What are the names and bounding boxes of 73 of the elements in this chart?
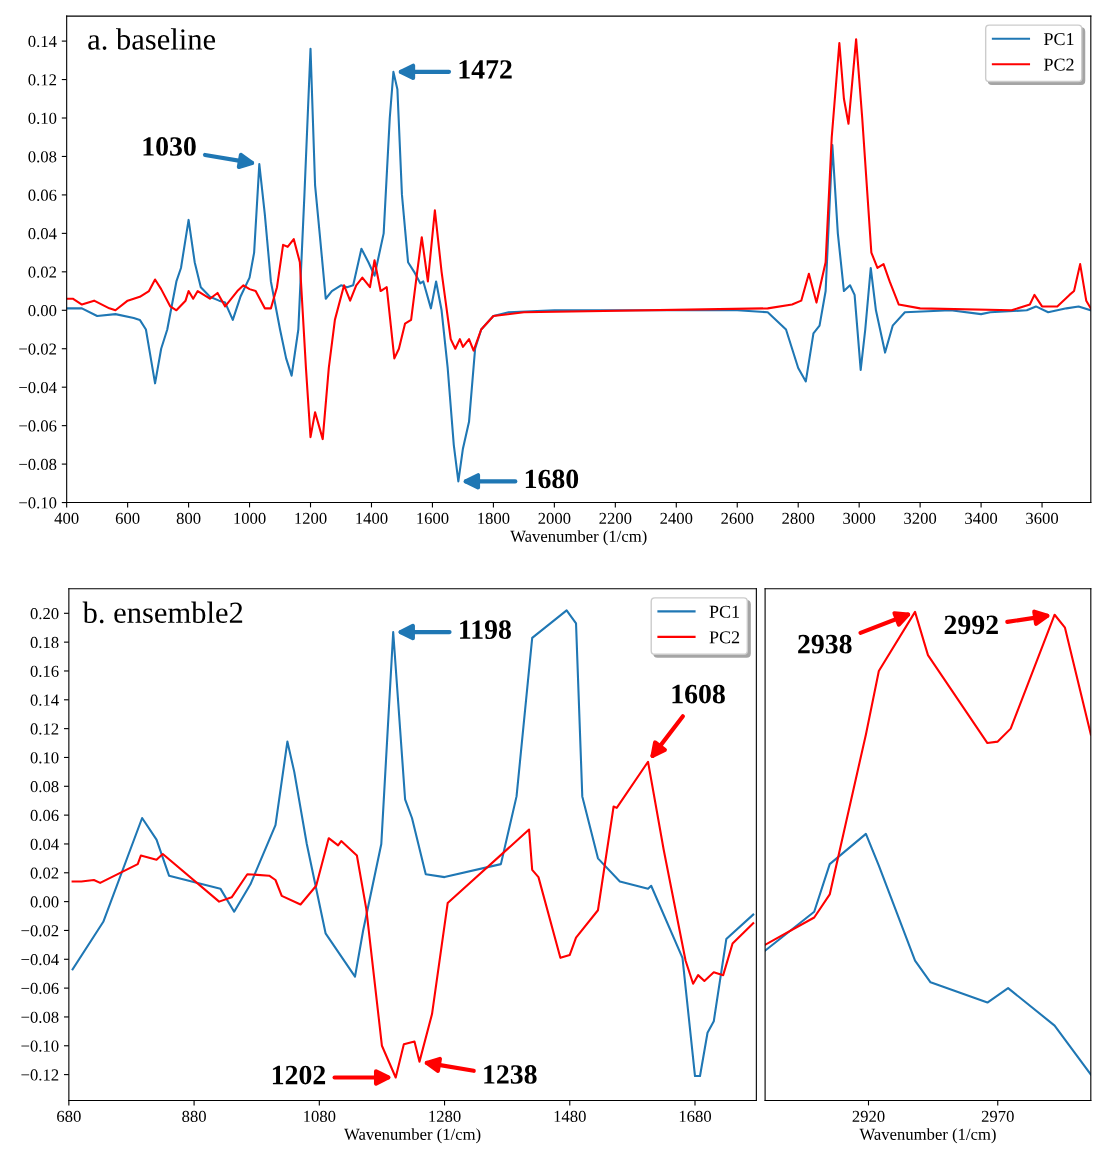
y-tick-label: 0.14 xyxy=(30,694,59,706)
y-tick-label: −0.10 xyxy=(19,497,57,509)
legend-label: PC1 xyxy=(709,605,740,618)
x-tick-label: 2800 xyxy=(782,512,815,524)
y-tick-label: 0.18 xyxy=(30,636,59,649)
x-tick-label: 2400 xyxy=(660,512,693,524)
x-tick-label: 400 xyxy=(54,512,79,524)
y-tick-label: −0.12 xyxy=(21,1069,59,1081)
annotation: 2938 xyxy=(798,634,852,654)
y-tick-label: −0.08 xyxy=(21,1011,59,1023)
y-tick-label: −0.10 xyxy=(21,1040,59,1052)
x-tick-label: 880 xyxy=(182,1110,206,1122)
x-tick-label: 1480 xyxy=(554,1110,586,1122)
x-tick-label: 3000 xyxy=(843,512,876,524)
x-tick-label: 1400 xyxy=(356,512,388,524)
y-tick-label: 0.10 xyxy=(28,112,57,125)
x-tick-label: 1280 xyxy=(429,1110,461,1122)
x-tick-label: 2970 xyxy=(981,1110,1014,1122)
y-tick-label: 0.16 xyxy=(30,665,59,677)
y-tick-label: −0.02 xyxy=(21,925,59,937)
legend-label: PC2 xyxy=(1043,58,1074,71)
legend-label: PC1 xyxy=(1043,33,1074,46)
annotation: 1608 xyxy=(672,684,725,704)
y-tick-label: 0.02 xyxy=(30,867,59,879)
y-tick-label: −0.04 xyxy=(21,953,59,966)
annotation: 1198 xyxy=(460,620,511,639)
y-tick-label: 0.04 xyxy=(30,838,59,850)
chart-title: a. baseline xyxy=(88,28,216,50)
y-tick-label: 0.10 xyxy=(30,752,59,764)
x-tick-label: 3400 xyxy=(965,512,998,524)
x-tick-label: 2600 xyxy=(721,512,754,524)
x-tick-label: 1000 xyxy=(234,512,266,524)
y-tick-label: 0.12 xyxy=(28,74,57,86)
annotation: 2992 xyxy=(944,615,998,635)
y-tick-label: 0.00 xyxy=(28,304,57,317)
x-tick-label: 800 xyxy=(176,512,201,524)
y-tick-label: 0.08 xyxy=(28,151,57,163)
x-axis-title: Wavenumber (1/cm) xyxy=(510,530,647,546)
x-axis-title: Wavenumber (1/cm) xyxy=(344,1128,481,1144)
y-tick-label: −0.06 xyxy=(19,420,57,432)
x-tick-label: 3600 xyxy=(1026,512,1059,524)
x-tick-label: 1200 xyxy=(295,512,327,524)
y-tick-label: −0.04 xyxy=(19,381,57,394)
annotation: 1680 xyxy=(525,469,579,489)
annotation: 1202 xyxy=(272,1065,326,1085)
y-tick-label: 0.06 xyxy=(30,809,59,822)
y-tick-label: 0.02 xyxy=(28,266,57,278)
x-axis-title: Wavenumber (1/cm) xyxy=(859,1128,996,1144)
y-tick-label: 0.06 xyxy=(28,189,57,201)
y-tick-label: −0.06 xyxy=(21,982,59,995)
annotation: 1238 xyxy=(484,1065,537,1084)
y-tick-label: 0.00 xyxy=(30,896,59,908)
y-tick-label: 0.12 xyxy=(30,723,59,735)
chart-title: b. ensemble2 xyxy=(82,601,243,624)
x-tick-label: 2200 xyxy=(599,512,632,524)
y-tick-label: 0.20 xyxy=(30,608,59,620)
x-tick-label: 2000 xyxy=(538,512,571,524)
x-tick-label: 3200 xyxy=(904,512,937,524)
annotation: 1030 xyxy=(143,137,196,156)
y-tick-label: −0.08 xyxy=(19,458,57,471)
x-tick-label: 600 xyxy=(115,512,140,524)
x-tick-label: 1080 xyxy=(304,1110,336,1122)
x-tick-label: 1800 xyxy=(478,512,510,524)
annotation: 1472 xyxy=(459,60,512,79)
y-tick-label: −0.02 xyxy=(19,343,57,355)
y-tick-label: 0.14 xyxy=(28,35,57,48)
x-tick-label: 1680 xyxy=(679,1110,712,1122)
x-tick-label: 680 xyxy=(57,1110,81,1122)
legend-label: PC2 xyxy=(709,631,740,644)
y-tick-label: 0.08 xyxy=(30,780,59,793)
x-tick-label: 2920 xyxy=(852,1110,885,1122)
x-tick-label: 1600 xyxy=(417,512,449,524)
y-tick-label: 0.04 xyxy=(28,228,57,240)
